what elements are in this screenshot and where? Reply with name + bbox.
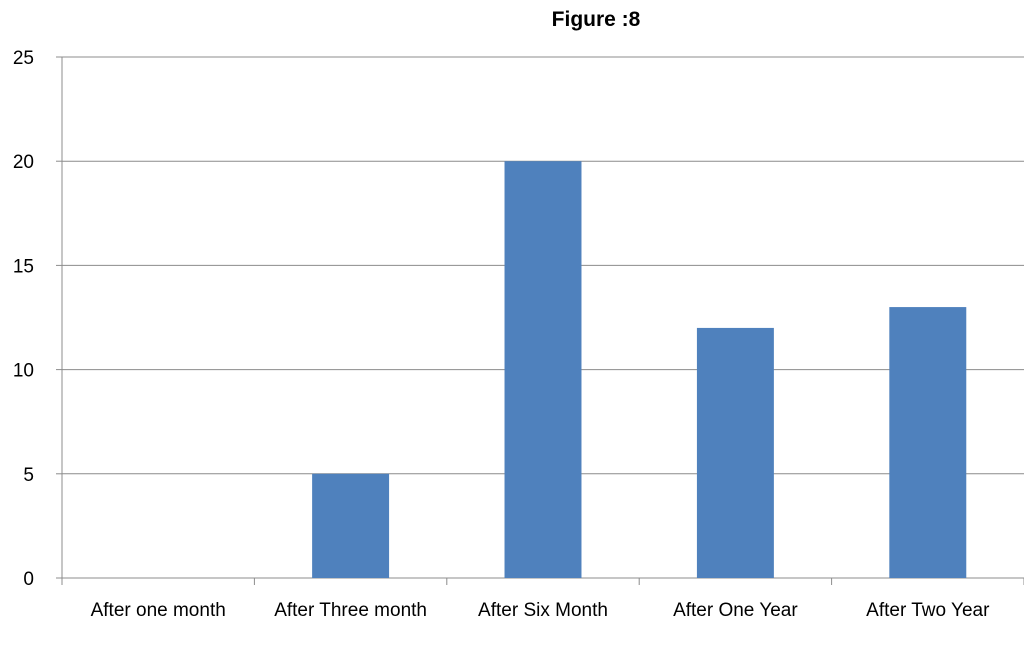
y-tick-label-25: 25 [13,48,34,69]
bar-5 [889,307,967,578]
chart-title: Figure :8 [552,8,641,31]
x-tick-label-4: After One Year [673,600,798,621]
bar-3 [504,161,582,578]
bar-4 [696,327,774,578]
y-tick-label-0: 0 [23,569,34,590]
y-tick-label-15: 15 [13,256,34,277]
x-tick-label-2: After Three month [274,600,427,621]
bars [312,161,967,578]
y-tick-labels: 0 5 10 15 20 25 [13,48,34,590]
x-tick-label-3: After Six Month [478,600,608,621]
x-tick-label-1: After one month [91,600,226,621]
x-tick-labels: After one month After Three month After Si… [91,600,990,621]
y-tick-label-20: 20 [13,152,34,173]
bar-2 [312,473,390,578]
y-tick-label-10: 10 [13,361,34,382]
x-tick-label-5: After Two Year [866,600,990,621]
y-tick-label-5: 5 [23,465,34,486]
